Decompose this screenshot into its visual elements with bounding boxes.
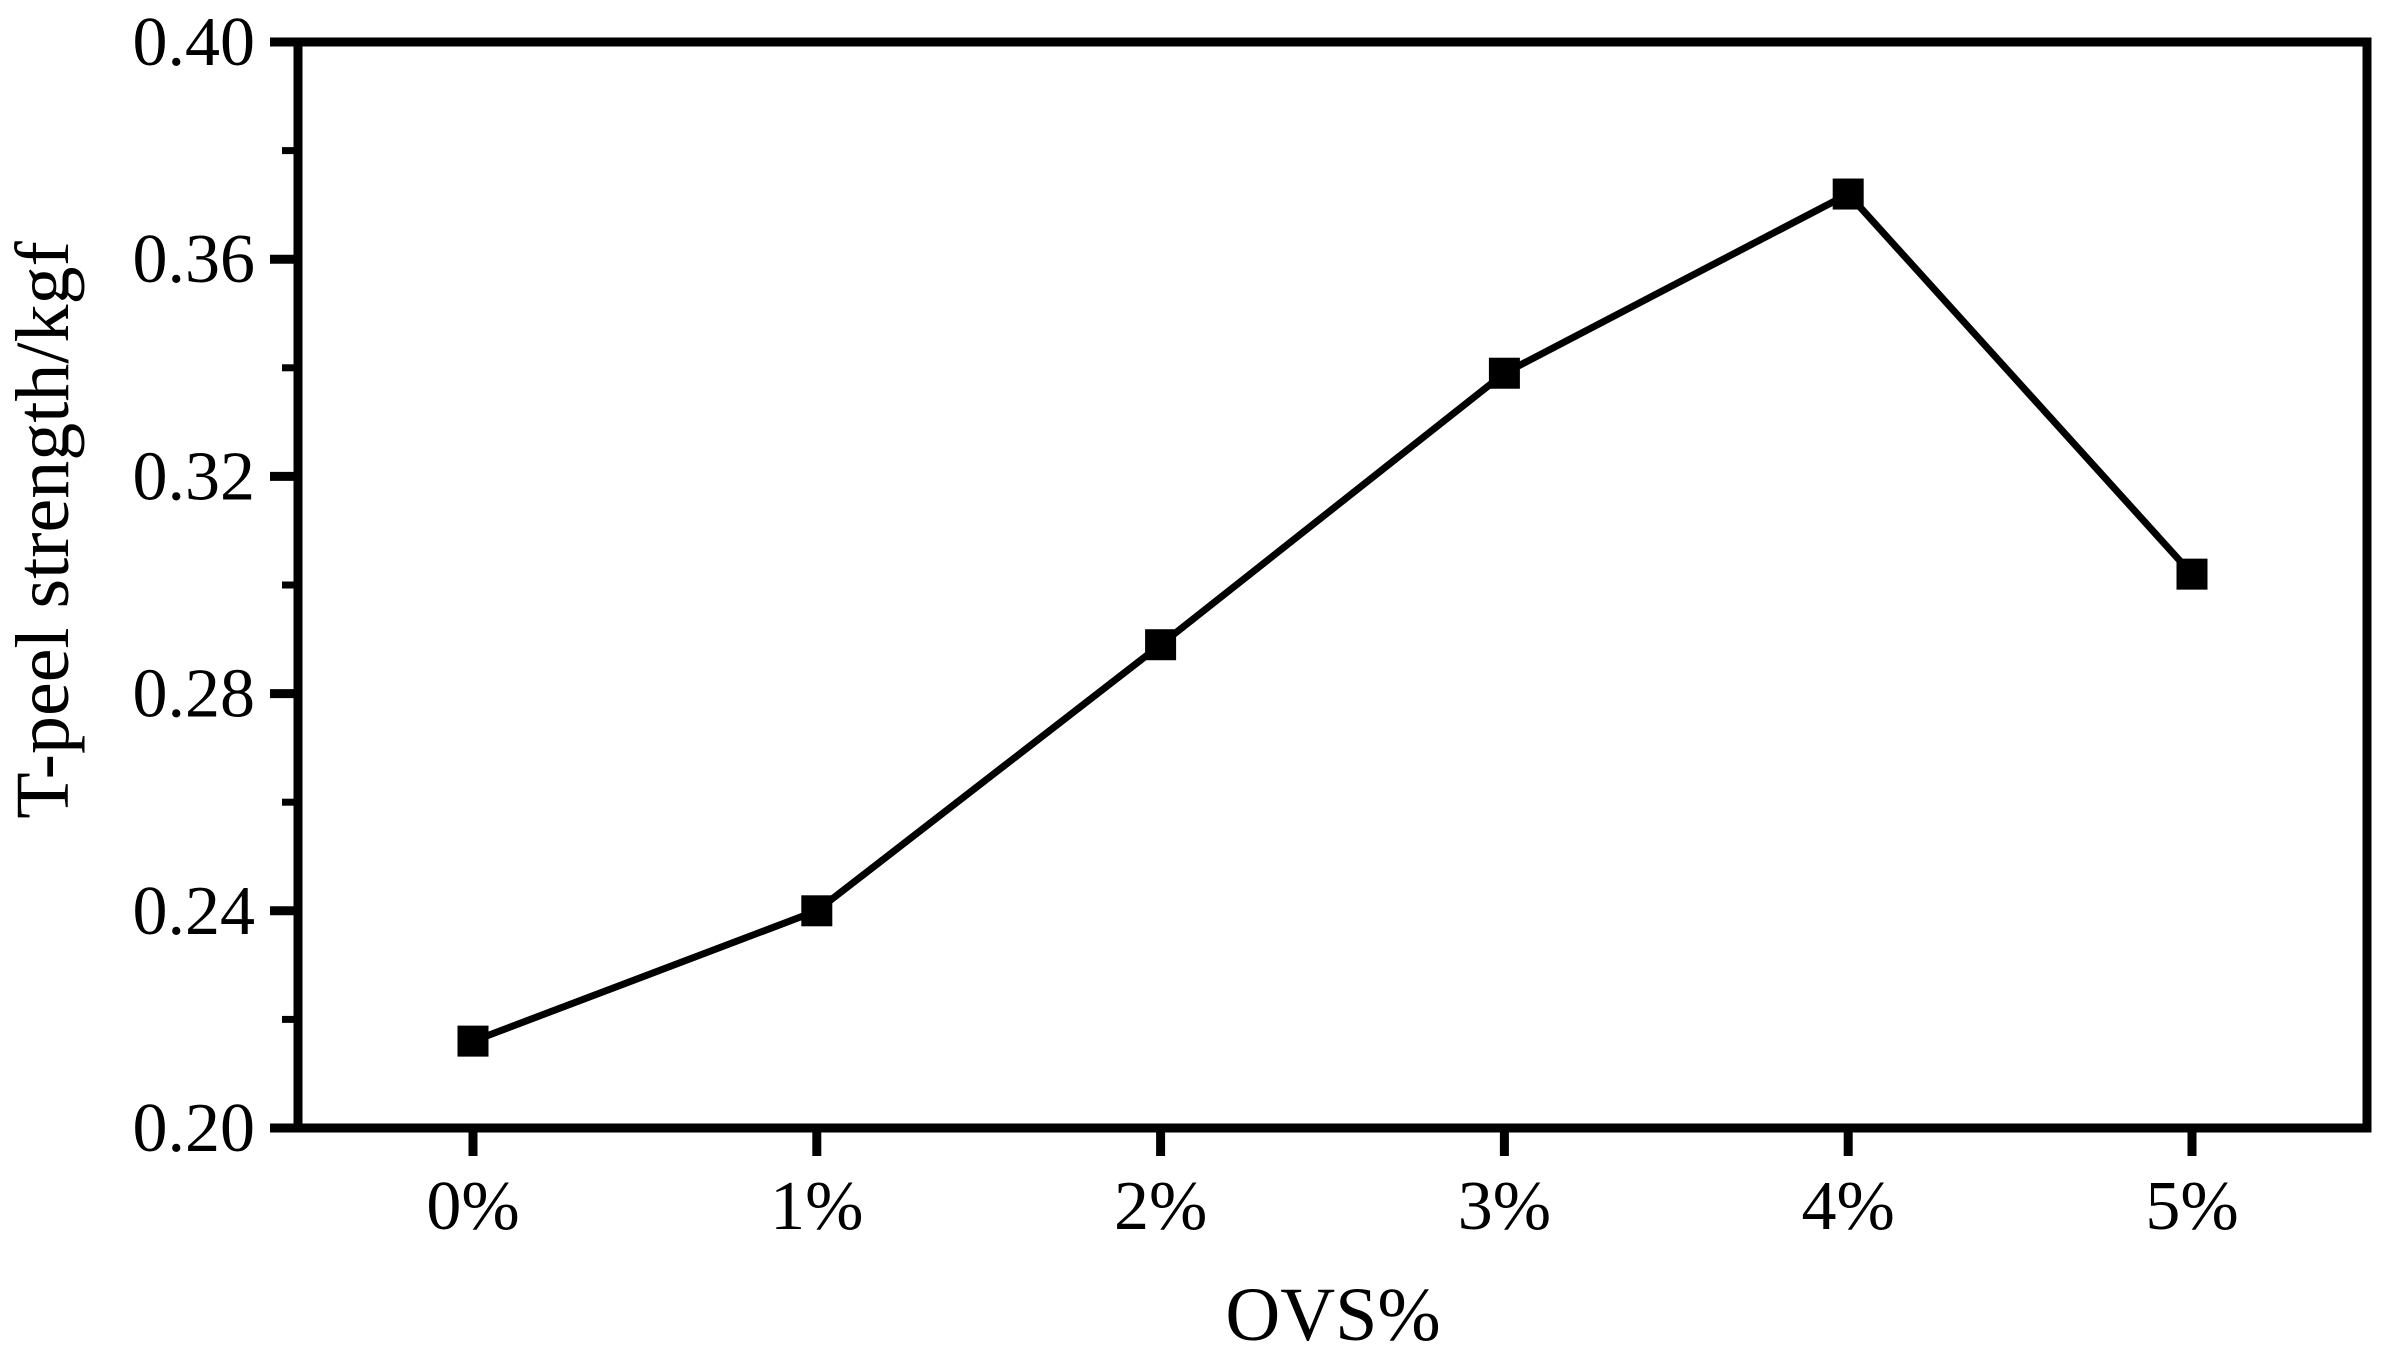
data-series: [457, 178, 2208, 1057]
y-tick-label: 0.32: [133, 438, 256, 515]
data-point-marker: [457, 1025, 489, 1057]
data-point-marker: [801, 895, 833, 927]
data-point-marker: [1145, 629, 1177, 661]
y-tick-label: 0.40: [133, 4, 256, 81]
y-tick-label: 0.24: [133, 873, 256, 950]
data-point-marker: [1488, 357, 1520, 389]
x-tick-label: 4%: [1802, 1168, 1895, 1245]
y-tick-label: 0.36: [133, 221, 256, 298]
axis-ticks: 0.20 0.24 0.28 0.32 0.36 0.40 0% 1% 2% 3% 4% 5%: [133, 4, 2239, 1245]
data-point-marker: [2176, 558, 2208, 590]
x-tick-label: 5%: [2145, 1168, 2238, 1245]
x-axis-title: OVS%: [1225, 1273, 1440, 1356]
y-axis-title: T-peel strength/kgf: [1, 241, 85, 819]
x-tick-label: 0%: [426, 1168, 519, 1245]
data-point-marker: [1832, 178, 1864, 210]
x-tick-label: 1%: [770, 1168, 863, 1245]
series-line: [471, 189, 2195, 1045]
y-tick-label: 0.20: [133, 1090, 256, 1167]
x-tick-label: 3%: [1458, 1168, 1551, 1245]
plot-border: [293, 37, 2372, 1133]
x-tick-label: 2%: [1114, 1168, 1207, 1245]
y-tick-label: 0.28: [133, 656, 256, 733]
